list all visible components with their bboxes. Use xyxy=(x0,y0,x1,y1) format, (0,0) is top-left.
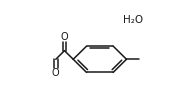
Text: O: O xyxy=(52,68,60,78)
Text: H₂O: H₂O xyxy=(123,15,143,24)
Text: O: O xyxy=(61,32,68,42)
